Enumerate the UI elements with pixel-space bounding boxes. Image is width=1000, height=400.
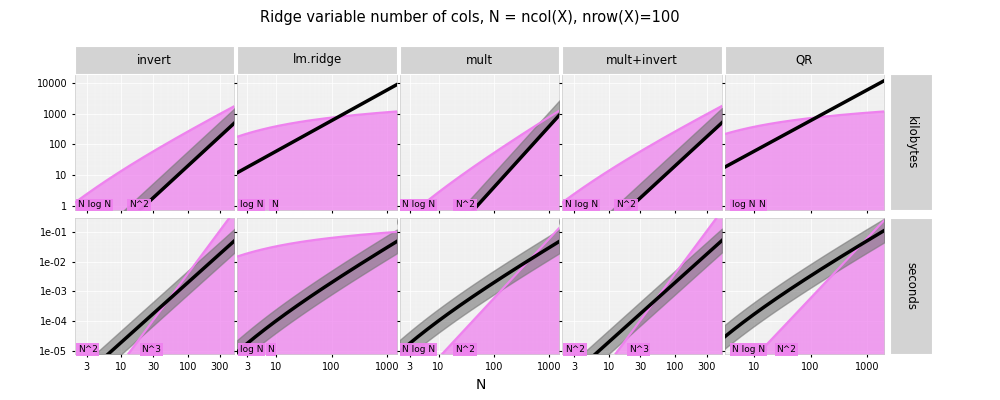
Text: QR: QR	[796, 54, 813, 66]
Text: N log N: N log N	[732, 345, 765, 354]
Text: mult: mult	[466, 54, 493, 66]
Text: N^2: N^2	[129, 200, 149, 210]
Text: N^2: N^2	[616, 200, 636, 210]
Text: N: N	[759, 200, 765, 210]
Text: N^2: N^2	[777, 345, 796, 354]
Text: N log N: N log N	[565, 200, 598, 210]
Text: invert: invert	[137, 54, 172, 66]
Text: seconds: seconds	[904, 262, 918, 310]
Text: N: N	[271, 200, 278, 210]
Text: N^3: N^3	[141, 345, 161, 354]
Text: N: N	[268, 345, 274, 354]
Text: log N: log N	[732, 200, 755, 210]
Text: Ridge variable number of cols, N = ncol(X), nrow(X)=100: Ridge variable number of cols, N = ncol(…	[260, 10, 680, 25]
Text: N log N: N log N	[402, 200, 435, 210]
Text: kilobytes: kilobytes	[904, 116, 918, 169]
Text: N^3: N^3	[629, 345, 649, 354]
Text: lm.ridge: lm.ridge	[292, 54, 342, 66]
Text: N log N: N log N	[78, 200, 111, 210]
Text: N^2: N^2	[78, 345, 98, 354]
Text: N log N: N log N	[402, 345, 435, 354]
Text: N^2: N^2	[455, 345, 475, 354]
Text: mult+invert: mult+invert	[606, 54, 678, 66]
Text: N^2: N^2	[455, 200, 475, 210]
Text: log N: log N	[240, 200, 263, 210]
Text: log N: log N	[240, 345, 263, 354]
Text: N: N	[476, 378, 486, 392]
Text: N^2: N^2	[565, 345, 585, 354]
